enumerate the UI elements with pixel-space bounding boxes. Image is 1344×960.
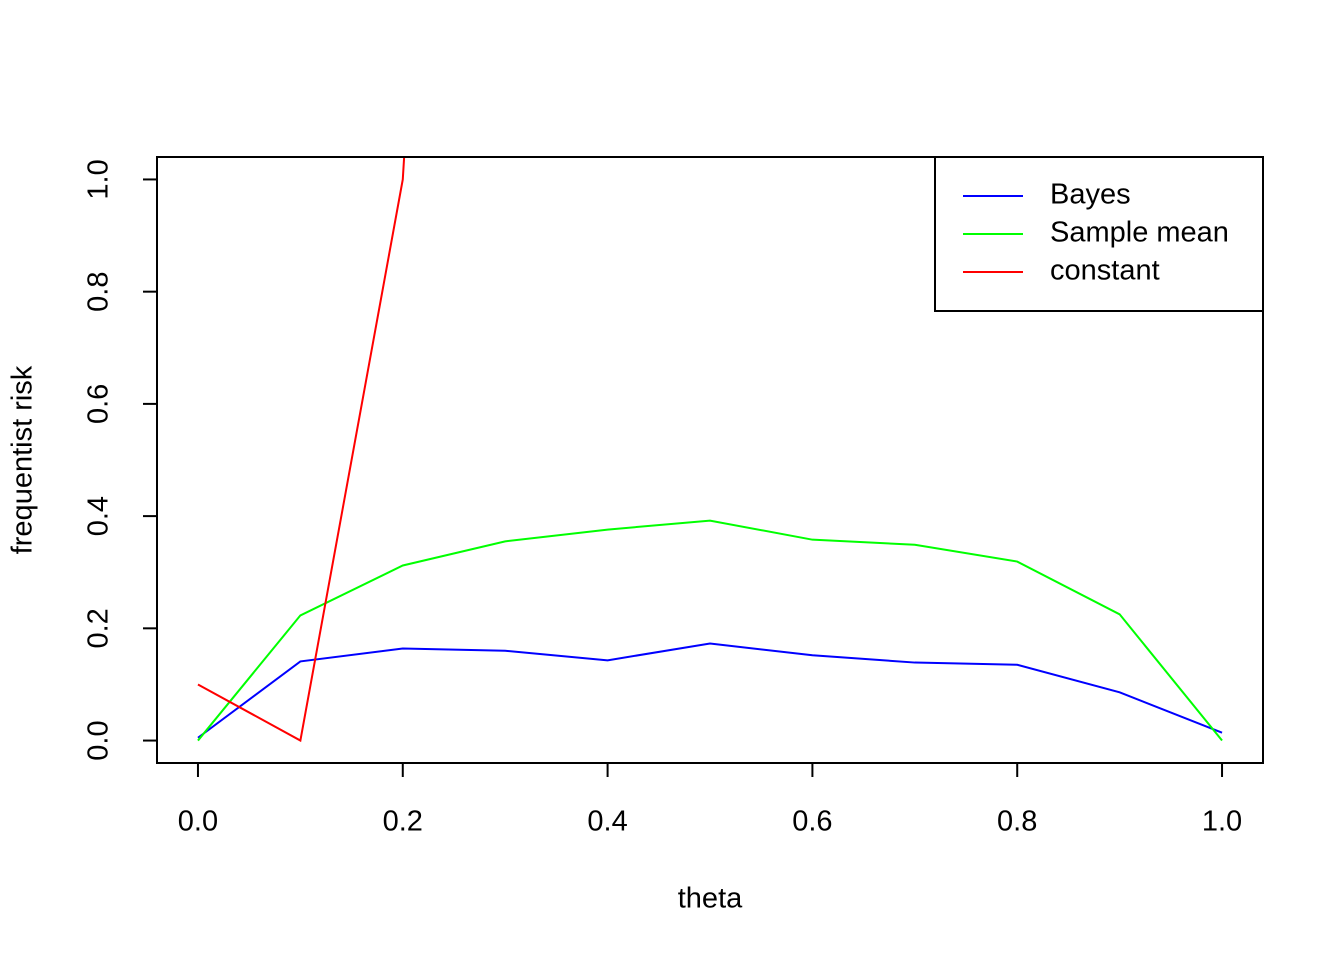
legend-label: Bayes xyxy=(1050,179,1131,211)
plot-lines xyxy=(197,157,1223,743)
y-tick-label: 0.4 xyxy=(83,496,115,536)
x-axis-label: theta xyxy=(678,883,743,915)
y-tick-label: 0.8 xyxy=(83,272,115,312)
y-tick-label: 0.0 xyxy=(83,720,115,760)
legend-label: constant xyxy=(1050,255,1160,287)
x-tick-label: 0.6 xyxy=(792,806,832,838)
x-tick-label: 0.8 xyxy=(997,806,1037,838)
x-tick-label: 0.0 xyxy=(178,806,218,838)
x-tick-label: 0.2 xyxy=(383,806,423,838)
y-tick-label: 0.6 xyxy=(83,384,115,424)
series-line xyxy=(197,642,1223,739)
x-tick-label: 0.4 xyxy=(587,806,627,838)
y-axis-label: frequentist risk xyxy=(7,365,39,554)
series-line xyxy=(197,519,1223,742)
series-line xyxy=(197,157,406,743)
x-tick-label: 1.0 xyxy=(1202,806,1242,838)
y-tick-label: 0.2 xyxy=(83,608,115,648)
y-tick-label: 1.0 xyxy=(83,159,115,199)
legend-label: Sample mean xyxy=(1050,217,1229,249)
